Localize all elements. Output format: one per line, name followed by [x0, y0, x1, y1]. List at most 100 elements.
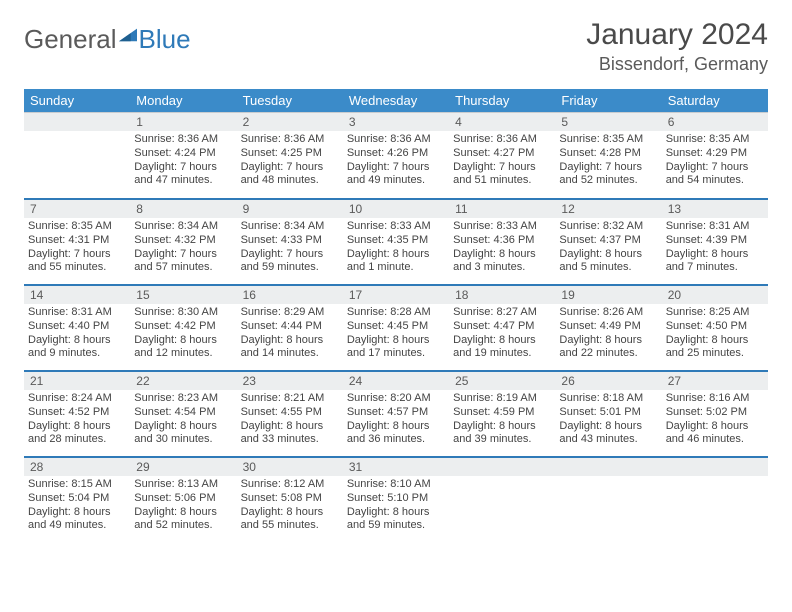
calendar-day-cell: 5Sunrise: 8:35 AMSunset: 4:28 PMDaylight…: [555, 112, 661, 198]
day-number: 13: [662, 198, 768, 218]
day-detail-line: Daylight: 8 hours: [241, 420, 339, 434]
day-detail-line: and 28 minutes.: [28, 433, 126, 447]
day-detail-line: and 59 minutes.: [241, 261, 339, 275]
day-details: Sunrise: 8:32 AMSunset: 4:37 PMDaylight:…: [555, 218, 661, 275]
calendar-day-cell: 11Sunrise: 8:33 AMSunset: 4:36 PMDayligh…: [449, 198, 555, 284]
day-details: Sunrise: 8:33 AMSunset: 4:36 PMDaylight:…: [449, 218, 555, 275]
calendar-day-cell: 20Sunrise: 8:25 AMSunset: 4:50 PMDayligh…: [662, 284, 768, 370]
calendar-day-cell: [24, 112, 130, 198]
day-details: Sunrise: 8:35 AMSunset: 4:28 PMDaylight:…: [555, 131, 661, 188]
day-details: Sunrise: 8:31 AMSunset: 4:39 PMDaylight:…: [662, 218, 768, 275]
day-number: 25: [449, 370, 555, 390]
day-detail-line: Daylight: 7 hours: [559, 161, 657, 175]
day-detail-line: Daylight: 8 hours: [134, 506, 232, 520]
day-details: Sunrise: 8:33 AMSunset: 4:35 PMDaylight:…: [343, 218, 449, 275]
day-number: 1: [130, 112, 236, 131]
day-details: Sunrise: 8:31 AMSunset: 4:40 PMDaylight:…: [24, 304, 130, 361]
calendar-day-cell: 14Sunrise: 8:31 AMSunset: 4:40 PMDayligh…: [24, 284, 130, 370]
day-detail-line: Sunrise: 8:32 AM: [559, 220, 657, 234]
day-detail-line: Sunset: 4:32 PM: [134, 234, 232, 248]
day-detail-line: Sunset: 4:36 PM: [453, 234, 551, 248]
calendar-day-cell: 6Sunrise: 8:35 AMSunset: 4:29 PMDaylight…: [662, 112, 768, 198]
day-number: 22: [130, 370, 236, 390]
calendar-day-cell: 24Sunrise: 8:20 AMSunset: 4:57 PMDayligh…: [343, 370, 449, 456]
day-number: 19: [555, 284, 661, 304]
day-detail-line: Sunrise: 8:26 AM: [559, 306, 657, 320]
day-detail-line: Sunset: 4:35 PM: [347, 234, 445, 248]
day-detail-line: and 59 minutes.: [347, 519, 445, 533]
weekday-header: Wednesday: [343, 89, 449, 112]
day-details: Sunrise: 8:36 AMSunset: 4:27 PMDaylight:…: [449, 131, 555, 188]
calendar-day-cell: 18Sunrise: 8:27 AMSunset: 4:47 PMDayligh…: [449, 284, 555, 370]
weekday-header: Friday: [555, 89, 661, 112]
calendar-day-cell: 13Sunrise: 8:31 AMSunset: 4:39 PMDayligh…: [662, 198, 768, 284]
day-number: 9: [237, 198, 343, 218]
day-detail-line: Sunset: 4:55 PM: [241, 406, 339, 420]
day-detail-line: Sunset: 5:10 PM: [347, 492, 445, 506]
calendar-day-cell: 19 Sunrise: 8:26 AMSunset: 4:49 PMDayligh…: [555, 284, 661, 370]
day-detail-line: Sunset: 4:50 PM: [666, 320, 764, 334]
day-detail-line: and 30 minutes.: [134, 433, 232, 447]
day-details: Sunrise: 8:19 AMSunset: 4:59 PMDaylight:…: [449, 390, 555, 447]
day-detail-line: Daylight: 8 hours: [241, 334, 339, 348]
day-detail-line: Daylight: 7 hours: [134, 248, 232, 262]
day-number: 18: [449, 284, 555, 304]
day-detail-line: Sunset: 4:27 PM: [453, 147, 551, 161]
day-detail-line: and 22 minutes.: [559, 347, 657, 361]
page-title: January 2024: [586, 18, 768, 52]
day-details: Sunrise: 8:27 AMSunset: 4:47 PMDaylight:…: [449, 304, 555, 361]
calendar-week-row: 7Sunrise: 8:35 AMSunset: 4:31 PMDaylight…: [24, 198, 768, 284]
day-detail-line: Sunrise: 8:16 AM: [666, 392, 764, 406]
day-number: 5: [555, 112, 661, 131]
calendar-day-cell: 9Sunrise: 8:34 AMSunset: 4:33 PMDaylight…: [237, 198, 343, 284]
day-detail-line: Sunrise: 8:15 AM: [28, 478, 126, 492]
calendar-day-cell: 15Sunrise: 8:30 AMSunset: 4:42 PMDayligh…: [130, 284, 236, 370]
day-detail-line: Sunrise: 8:21 AM: [241, 392, 339, 406]
day-details: Sunrise: 8:10 AMSunset: 5:10 PMDaylight:…: [343, 476, 449, 533]
header: General Blue January 2024 Bissendorf, Ge…: [24, 18, 768, 75]
weekday-header: Sunday: [24, 89, 130, 112]
calendar-week-row: 28Sunrise: 8:15 AMSunset: 5:04 PMDayligh…: [24, 456, 768, 542]
day-detail-line: Sunset: 4:59 PM: [453, 406, 551, 420]
day-number: 17: [343, 284, 449, 304]
day-detail-line: Daylight: 8 hours: [453, 334, 551, 348]
day-detail-line: and 48 minutes.: [241, 174, 339, 188]
day-detail-line: Daylight: 7 hours: [453, 161, 551, 175]
calendar-day-cell: 8Sunrise: 8:34 AMSunset: 4:32 PMDaylight…: [130, 198, 236, 284]
calendar-week-row: 1Sunrise: 8:36 AMSunset: 4:24 PMDaylight…: [24, 112, 768, 198]
day-details: Sunrise: 8:12 AMSunset: 5:08 PMDaylight:…: [237, 476, 343, 533]
day-detail-line: Sunset: 4:54 PM: [134, 406, 232, 420]
day-detail-line: Daylight: 8 hours: [28, 420, 126, 434]
weekday-header: Monday: [130, 89, 236, 112]
day-detail-line: and 51 minutes.: [453, 174, 551, 188]
day-detail-line: Sunset: 4:29 PM: [666, 147, 764, 161]
day-detail-line: Sunrise: 8:30 AM: [134, 306, 232, 320]
day-detail-line: and 52 minutes.: [559, 174, 657, 188]
weekday-header: Thursday: [449, 89, 555, 112]
calendar-day-cell: 27Sunrise: 8:16 AMSunset: 5:02 PMDayligh…: [662, 370, 768, 456]
day-detail-line: and 12 minutes.: [134, 347, 232, 361]
triangle-icon: [119, 25, 137, 43]
day-detail-line: Sunset: 4:47 PM: [453, 320, 551, 334]
day-details: Sunrise: 8:36 AMSunset: 4:24 PMDaylight:…: [130, 131, 236, 188]
day-detail-line: and 49 minutes.: [28, 519, 126, 533]
day-detail-line: and 7 minutes.: [666, 261, 764, 275]
day-detail-line: Sunset: 4:49 PM: [559, 320, 657, 334]
day-detail-line: Daylight: 8 hours: [559, 334, 657, 348]
day-detail-line: Daylight: 8 hours: [28, 334, 126, 348]
day-details: Sunrise: 8:30 AMSunset: 4:42 PMDaylight:…: [130, 304, 236, 361]
day-number: [449, 456, 555, 476]
day-number: 3: [343, 112, 449, 131]
day-detail-line: Sunset: 4:37 PM: [559, 234, 657, 248]
day-detail-line: Sunrise: 8:36 AM: [241, 133, 339, 147]
day-details: Sunrise: 8:15 AMSunset: 5:04 PMDaylight:…: [24, 476, 130, 533]
day-detail-line: Sunset: 4:33 PM: [241, 234, 339, 248]
day-detail-line: Daylight: 8 hours: [347, 334, 445, 348]
day-number: 23: [237, 370, 343, 390]
day-detail-line: and 1 minute.: [347, 261, 445, 275]
day-detail-line: and 36 minutes.: [347, 433, 445, 447]
day-detail-line: Sunset: 4:52 PM: [28, 406, 126, 420]
day-detail-line: and 14 minutes.: [241, 347, 339, 361]
day-detail-line: and 43 minutes.: [559, 433, 657, 447]
day-details: Sunrise: 8:20 AMSunset: 4:57 PMDaylight:…: [343, 390, 449, 447]
